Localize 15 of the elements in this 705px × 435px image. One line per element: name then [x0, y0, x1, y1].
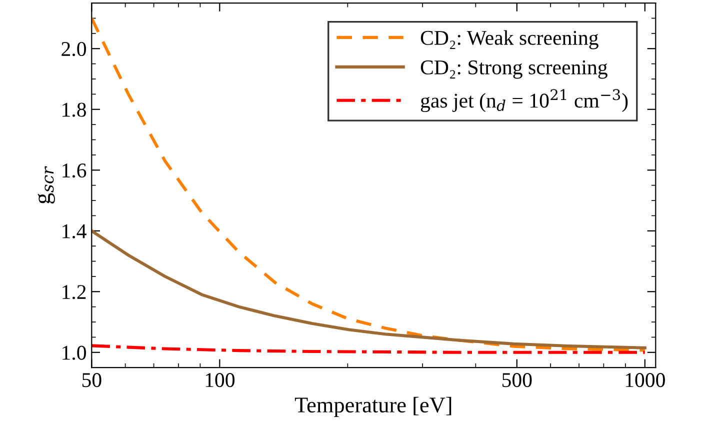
legend-label: CD₂: Weak screening: [420, 30, 598, 50]
x-tick-label: 1000: [626, 373, 665, 388]
x-tick-label: 100: [206, 373, 234, 388]
y-tick-label: 1.4: [62, 224, 86, 238]
legend-label: gas jet (n$_{d}$ = 10$^{21}$ cm$^{−3}$): [420, 89, 628, 112]
legend-label: CD₂: Strong screening: [420, 60, 608, 79]
x-tick-label: 50: [82, 373, 102, 388]
x-tick-label: 500: [502, 373, 532, 388]
y-tick-label: 1.6: [62, 164, 86, 178]
y-tick-label: 1.0: [62, 346, 86, 360]
y-axis-title: g$_{scr}$: [38, 166, 55, 204]
y-tick-label: 1.2: [62, 285, 86, 300]
y-tick-label: 1.8: [62, 102, 86, 117]
y-tick-label: 2.0: [62, 42, 86, 56]
x-axis-title: Temperature [eV]: [294, 396, 452, 418]
